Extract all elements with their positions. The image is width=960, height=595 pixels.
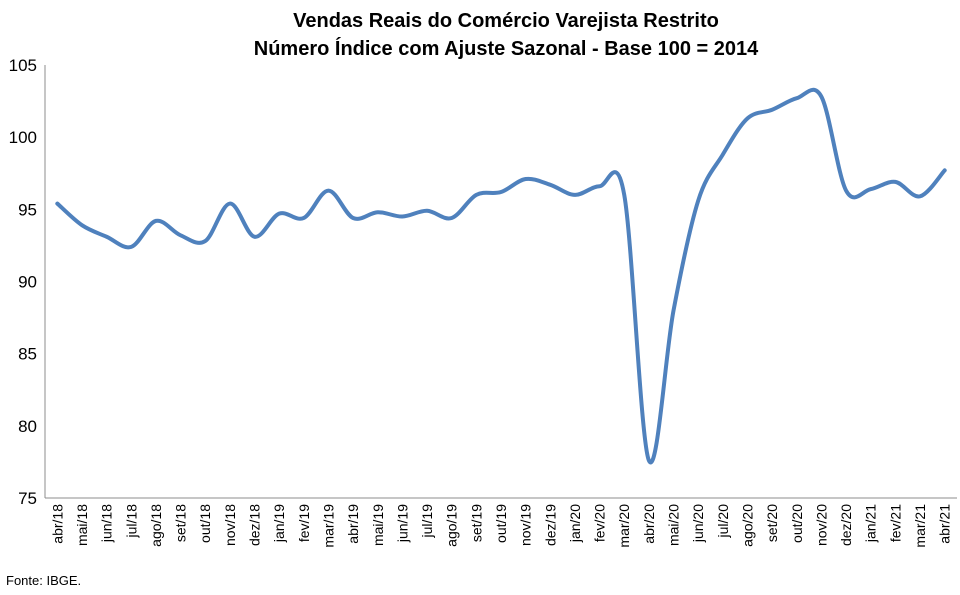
source-note: Fonte: IBGE. — [6, 573, 82, 588]
x-tick-label: mai/20 — [666, 504, 682, 546]
x-tick-label: mar/19 — [320, 504, 336, 548]
x-tick-label: ago/18 — [148, 504, 164, 547]
y-tick-label: 85 — [18, 345, 37, 364]
x-tick-label: jan/21 — [863, 504, 879, 543]
x-tick-label: set/19 — [468, 504, 484, 542]
x-tick-label: fev/21 — [887, 504, 903, 542]
x-tick-label: fev/20 — [592, 504, 608, 542]
y-tick-labels: 75 80 85 90 95 100 105 — [9, 56, 37, 508]
x-tick-label: jan/20 — [567, 504, 583, 543]
x-tick-label: jan/19 — [271, 504, 287, 543]
x-tick-label: jun/19 — [394, 504, 410, 543]
series-line — [55, 87, 947, 465]
chart-title: Vendas Reais do Comércio Varejista Restr… — [293, 10, 719, 32]
x-tick-label: mai/18 — [74, 504, 90, 546]
x-tick-label: abr/18 — [49, 504, 65, 544]
x-tick-label: nov/19 — [518, 504, 534, 546]
y-tick-label: 100 — [9, 128, 37, 147]
x-tick-label: abr/19 — [345, 504, 361, 544]
x-tick-label: jul/19 — [419, 504, 435, 539]
x-tick-label: jun/20 — [690, 504, 706, 543]
x-tick-label: set/18 — [173, 504, 189, 542]
y-tick-label: 90 — [18, 273, 37, 292]
x-tick-label: nov/18 — [222, 504, 238, 546]
x-tick-label: jul/20 — [715, 504, 731, 539]
x-tick-label: nov/20 — [813, 504, 829, 546]
y-tick-label: 95 — [18, 200, 37, 219]
x-tick-label: fev/19 — [296, 504, 312, 542]
x-tick-label: jun/18 — [99, 504, 115, 543]
x-tick-label: mar/21 — [912, 504, 928, 548]
x-tick-label: mai/19 — [370, 504, 386, 546]
x-tick-labels: abr/18 mai/18 jun/18 jul/18 ago/18 set/18 out/… — [49, 504, 952, 548]
x-tick-label: mar/20 — [616, 504, 632, 548]
y-tick-label: 80 — [18, 417, 37, 436]
x-tick-label: set/20 — [764, 504, 780, 542]
x-tick-label: out/18 — [197, 504, 213, 543]
x-tick-label: dez/20 — [838, 504, 854, 546]
x-tick-label: abr/21 — [937, 504, 953, 544]
x-tick-label: abr/20 — [641, 504, 657, 544]
y-tick-label: 75 — [18, 489, 37, 508]
x-tick-label: dez/19 — [542, 504, 558, 546]
x-tick-label: ago/20 — [739, 504, 755, 547]
x-tick-label: out/19 — [493, 504, 509, 543]
x-tick-label: jul/18 — [123, 504, 139, 539]
y-tick-label: 105 — [9, 56, 37, 75]
x-tick-label: out/20 — [789, 504, 805, 543]
x-tick-label: ago/19 — [444, 504, 460, 547]
x-tick-label: dez/18 — [247, 504, 263, 546]
chart-subtitle: Número Índice com Ajuste Sazonal - Base … — [254, 37, 759, 60]
